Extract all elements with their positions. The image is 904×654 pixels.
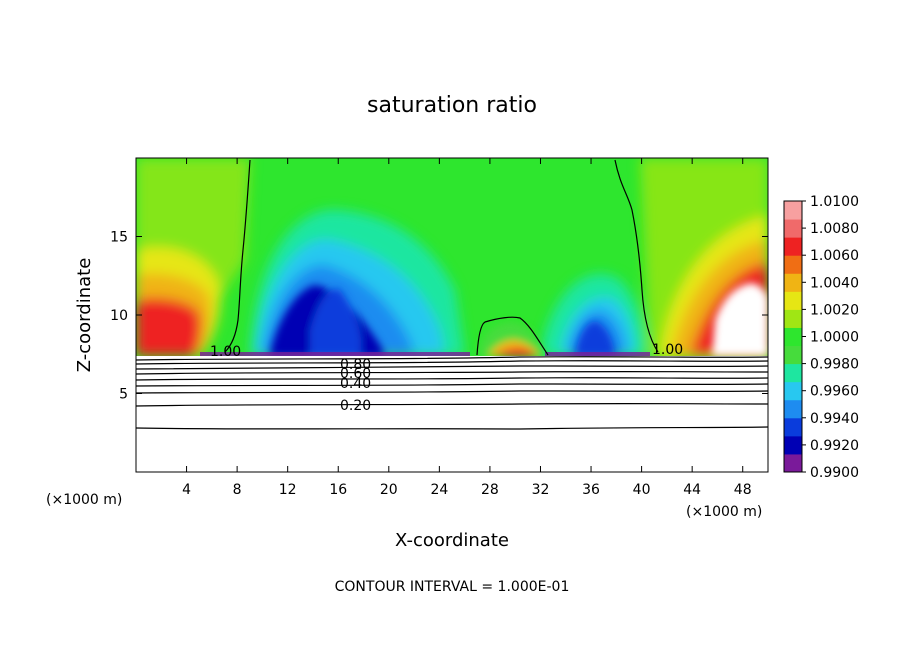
- colorbar-band: [784, 435, 802, 455]
- x-tick-label: 16: [329, 482, 347, 498]
- x-tick-label: 8: [233, 482, 242, 498]
- colorbar-band: [784, 219, 802, 238]
- colorbar-tick-label: 1.0100: [810, 194, 859, 210]
- colorbar-tick-label: 1.0060: [810, 248, 859, 264]
- colorbar-band: [784, 327, 802, 347]
- x-axis-label: X-coordinate: [395, 530, 509, 551]
- colorbar-tick-label: 1.0040: [810, 275, 859, 291]
- x-tick-label: 32: [532, 482, 550, 498]
- colorbar-tick-label: 0.9900: [810, 465, 859, 481]
- plot-area: 1.00 1.00 0.80 0.60 0.40 0.20: [135, 157, 769, 473]
- x-tick-label: 24: [430, 482, 448, 498]
- saturation-field: [136, 158, 768, 356]
- x-unit-left: (×1000 m): [46, 492, 122, 508]
- colorbar-tick-label: 1.0020: [810, 302, 859, 318]
- contour-label: 0.60: [340, 366, 371, 382]
- colorbar-band: [784, 399, 802, 419]
- colorbar-band: [784, 201, 802, 220]
- contour-label: 1.00: [652, 342, 683, 358]
- x-tick-label: 48: [734, 482, 752, 498]
- y-axis-label: Z-coordinate: [74, 258, 95, 373]
- contour-label: 0.80: [340, 357, 371, 373]
- colorbar-band: [784, 417, 802, 437]
- colorbar-band: [784, 237, 802, 256]
- x-tick-label: 12: [279, 482, 297, 498]
- colorbar-band: [784, 345, 802, 365]
- x-unit-right: (×1000 m): [686, 504, 762, 520]
- colorbar-tick-label: 0.9920: [810, 438, 859, 454]
- colorbar-band: [784, 273, 802, 292]
- colorbar-band: [784, 363, 802, 383]
- contour-label: 1.00: [210, 344, 241, 360]
- x-tick-label: 28: [481, 482, 499, 498]
- y-axis: 5 10 15: [110, 230, 768, 403]
- x-tick-label: 36: [582, 482, 600, 498]
- colorbar-band: [784, 255, 802, 274]
- y-tick-label: 10: [110, 308, 128, 324]
- colorbar-band: [784, 309, 802, 328]
- x-tick-label: 20: [380, 482, 398, 498]
- contour-label: 0.20: [340, 398, 371, 414]
- y-tick-label: 15: [110, 230, 128, 246]
- colorbar-tick-label: 1.0080: [810, 221, 859, 237]
- contour-lines: [136, 159, 768, 430]
- contour-interval-note: CONTOUR INTERVAL = 1.000E-01: [335, 579, 570, 595]
- colorbar-band: [784, 453, 802, 473]
- colorbar-tick-label: 0.9940: [810, 411, 859, 427]
- contour-label: 0.40: [340, 376, 371, 392]
- colorbar-tick-label: 1.0000: [810, 330, 859, 346]
- x-axis: 4 8 12 16 20 24 28 32 36 40 44 48: [182, 158, 752, 498]
- x-tick-label: 4: [182, 482, 191, 498]
- colorbar-tick-label: 0.9980: [810, 357, 859, 373]
- colorbar-band: [784, 381, 802, 401]
- y-tick-label: 5: [119, 387, 128, 403]
- colorbar-band: [784, 291, 802, 310]
- colorbar: 1.0100 1.0080 1.0060 1.0040 1.0020 1.0000 0.99…: [783, 194, 859, 481]
- x-tick-label: 40: [633, 482, 651, 498]
- chart-title: saturation ratio: [367, 93, 537, 118]
- x-tick-label: 44: [683, 482, 701, 498]
- colorbar-tick-label: 0.9960: [810, 384, 859, 400]
